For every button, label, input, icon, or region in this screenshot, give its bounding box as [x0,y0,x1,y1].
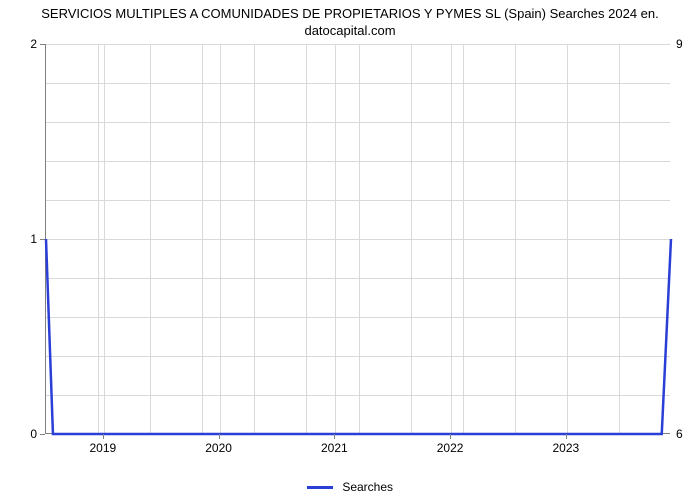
title-line1: SERVICIOS MULTIPLES A COMUNIDADES DE PRO… [41,6,659,21]
x-tick-mark [566,434,567,439]
x-tick-mark [450,434,451,439]
y2-tick-label: 9 [676,37,700,51]
x-tick-label: 2022 [437,441,464,455]
x-tick-label: 2021 [321,441,348,455]
y-tick-label: 2 [7,37,37,51]
title-line2: datocapital.com [304,23,395,38]
y2-tick-label: 6 [676,427,700,441]
legend: Searches [0,480,700,494]
x-tick-label: 2023 [552,441,579,455]
y-tick-mark [40,44,45,45]
y-tick-mark [40,239,45,240]
series-line [46,44,671,434]
x-tick-mark [334,434,335,439]
chart-title: SERVICIOS MULTIPLES A COMUNIDADES DE PRO… [0,6,700,40]
y-tick-label: 1 [7,232,37,246]
x-tick-label: 2019 [90,441,117,455]
x-tick-label: 2020 [205,441,232,455]
legend-swatch [307,486,333,489]
legend-label: Searches [342,480,393,494]
y-tick-mark [40,434,45,435]
x-tick-mark [219,434,220,439]
x-tick-mark [103,434,104,439]
y-tick-label: 0 [7,427,37,441]
plot-area [45,44,670,434]
